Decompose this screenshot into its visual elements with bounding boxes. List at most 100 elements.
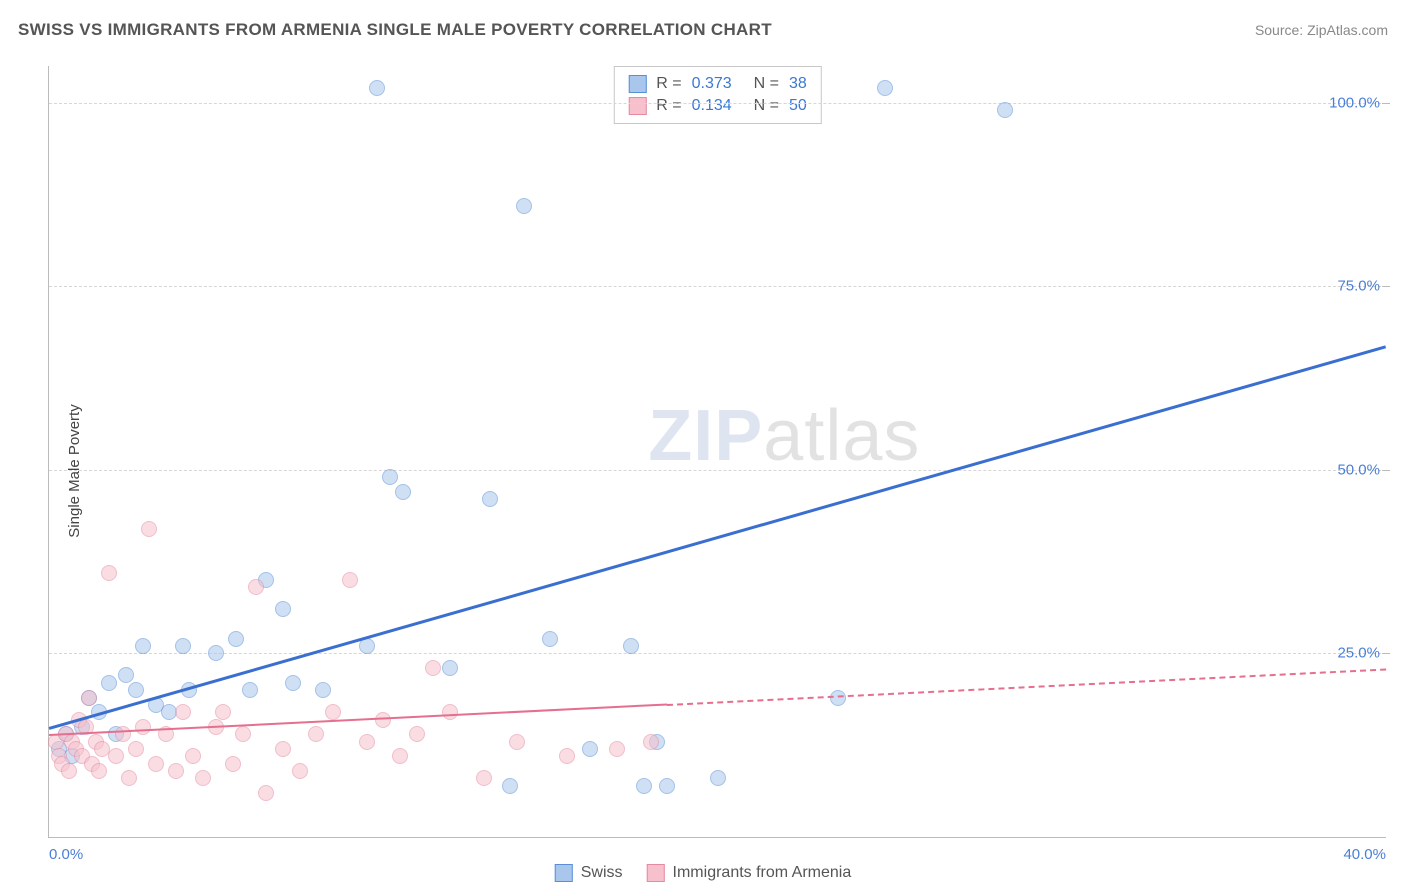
data-point bbox=[382, 469, 398, 485]
data-point bbox=[215, 704, 231, 720]
data-point bbox=[248, 579, 264, 595]
gridline bbox=[49, 286, 1386, 287]
correlation-row: R = 0.134 N = 50 bbox=[628, 95, 806, 117]
data-point bbox=[292, 763, 308, 779]
data-point bbox=[128, 682, 144, 698]
data-point bbox=[582, 741, 598, 757]
data-point bbox=[128, 741, 144, 757]
x-tick-label: 40.0% bbox=[1343, 846, 1386, 863]
data-point bbox=[643, 734, 659, 750]
data-point bbox=[623, 638, 639, 654]
data-point bbox=[516, 198, 532, 214]
bottom-legend: Swiss Immigrants from Armenia bbox=[555, 864, 852, 882]
data-point bbox=[710, 770, 726, 786]
data-point bbox=[877, 80, 893, 96]
data-point bbox=[509, 734, 525, 750]
data-point bbox=[141, 521, 157, 537]
gridline bbox=[49, 103, 1386, 104]
data-point bbox=[342, 572, 358, 588]
correlation-row: R = 0.373 N = 38 bbox=[628, 73, 806, 95]
data-point bbox=[392, 748, 408, 764]
trend-line bbox=[49, 345, 1387, 729]
data-point bbox=[225, 756, 241, 772]
data-point bbox=[135, 719, 151, 735]
data-point bbox=[175, 704, 191, 720]
data-point bbox=[308, 726, 324, 742]
data-point bbox=[228, 631, 244, 647]
data-point bbox=[482, 491, 498, 507]
data-point bbox=[315, 682, 331, 698]
data-point bbox=[195, 770, 211, 786]
data-point bbox=[559, 748, 575, 764]
y-tick-label: 50.0% bbox=[1337, 461, 1380, 478]
data-point bbox=[476, 770, 492, 786]
data-point bbox=[235, 726, 251, 742]
data-point bbox=[108, 748, 124, 764]
data-point bbox=[61, 763, 77, 779]
data-point bbox=[369, 80, 385, 96]
data-point bbox=[101, 565, 117, 581]
r-value: 0.134 bbox=[692, 97, 744, 115]
data-point bbox=[258, 785, 274, 801]
data-point bbox=[542, 631, 558, 647]
data-point bbox=[91, 763, 107, 779]
data-point bbox=[636, 778, 652, 794]
data-point bbox=[502, 778, 518, 794]
data-point bbox=[185, 748, 201, 764]
data-point bbox=[208, 645, 224, 661]
data-point bbox=[659, 778, 675, 794]
source-credit: Source: ZipAtlas.com bbox=[1255, 22, 1388, 38]
legend-swatch bbox=[628, 75, 646, 93]
legend-item: Swiss bbox=[555, 864, 623, 882]
data-point bbox=[118, 667, 134, 683]
y-tick-label: 100.0% bbox=[1329, 94, 1380, 111]
gridline bbox=[49, 653, 1386, 654]
data-point bbox=[395, 484, 411, 500]
r-value: 0.373 bbox=[692, 75, 744, 93]
r-label: R = bbox=[656, 75, 681, 93]
n-label: N = bbox=[754, 97, 779, 115]
data-point bbox=[997, 102, 1013, 118]
data-point bbox=[148, 756, 164, 772]
data-point bbox=[101, 675, 117, 691]
data-point bbox=[425, 660, 441, 676]
data-point bbox=[285, 675, 301, 691]
watermark-part2: atlas bbox=[763, 396, 920, 476]
data-point bbox=[325, 704, 341, 720]
chart-title: SWISS VS IMMIGRANTS FROM ARMENIA SINGLE … bbox=[18, 20, 772, 40]
data-point bbox=[121, 770, 137, 786]
data-point bbox=[442, 704, 458, 720]
legend-label: Immigrants from Armenia bbox=[673, 864, 852, 882]
legend-item: Immigrants from Armenia bbox=[647, 864, 852, 882]
data-point bbox=[359, 638, 375, 654]
legend-swatch bbox=[555, 864, 573, 882]
data-point bbox=[242, 682, 258, 698]
watermark: ZIPatlas bbox=[648, 395, 920, 477]
plot-area: ZIPatlas R = 0.373 N = 38 R = 0.134 N = … bbox=[48, 66, 1386, 838]
chart-container: Single Male Poverty ZIPatlas R = 0.373 N… bbox=[0, 50, 1406, 892]
data-point bbox=[609, 741, 625, 757]
data-point bbox=[275, 601, 291, 617]
y-tick-label: 25.0% bbox=[1337, 645, 1380, 662]
n-label: N = bbox=[754, 75, 779, 93]
legend-swatch bbox=[647, 864, 665, 882]
data-point bbox=[135, 638, 151, 654]
data-point bbox=[115, 726, 131, 742]
watermark-part1: ZIP bbox=[648, 396, 763, 476]
data-point bbox=[168, 763, 184, 779]
legend-swatch bbox=[628, 97, 646, 115]
data-point bbox=[175, 638, 191, 654]
gridline bbox=[49, 470, 1386, 471]
data-point bbox=[275, 741, 291, 757]
n-value: 38 bbox=[789, 75, 807, 93]
data-point bbox=[442, 660, 458, 676]
legend-label: Swiss bbox=[581, 864, 623, 882]
data-point bbox=[359, 734, 375, 750]
r-label: R = bbox=[656, 97, 681, 115]
y-tick-label: 75.0% bbox=[1337, 278, 1380, 295]
trend-line bbox=[667, 668, 1386, 706]
data-point bbox=[81, 690, 97, 706]
n-value: 50 bbox=[789, 97, 807, 115]
x-tick-label: 0.0% bbox=[49, 846, 83, 863]
data-point bbox=[409, 726, 425, 742]
